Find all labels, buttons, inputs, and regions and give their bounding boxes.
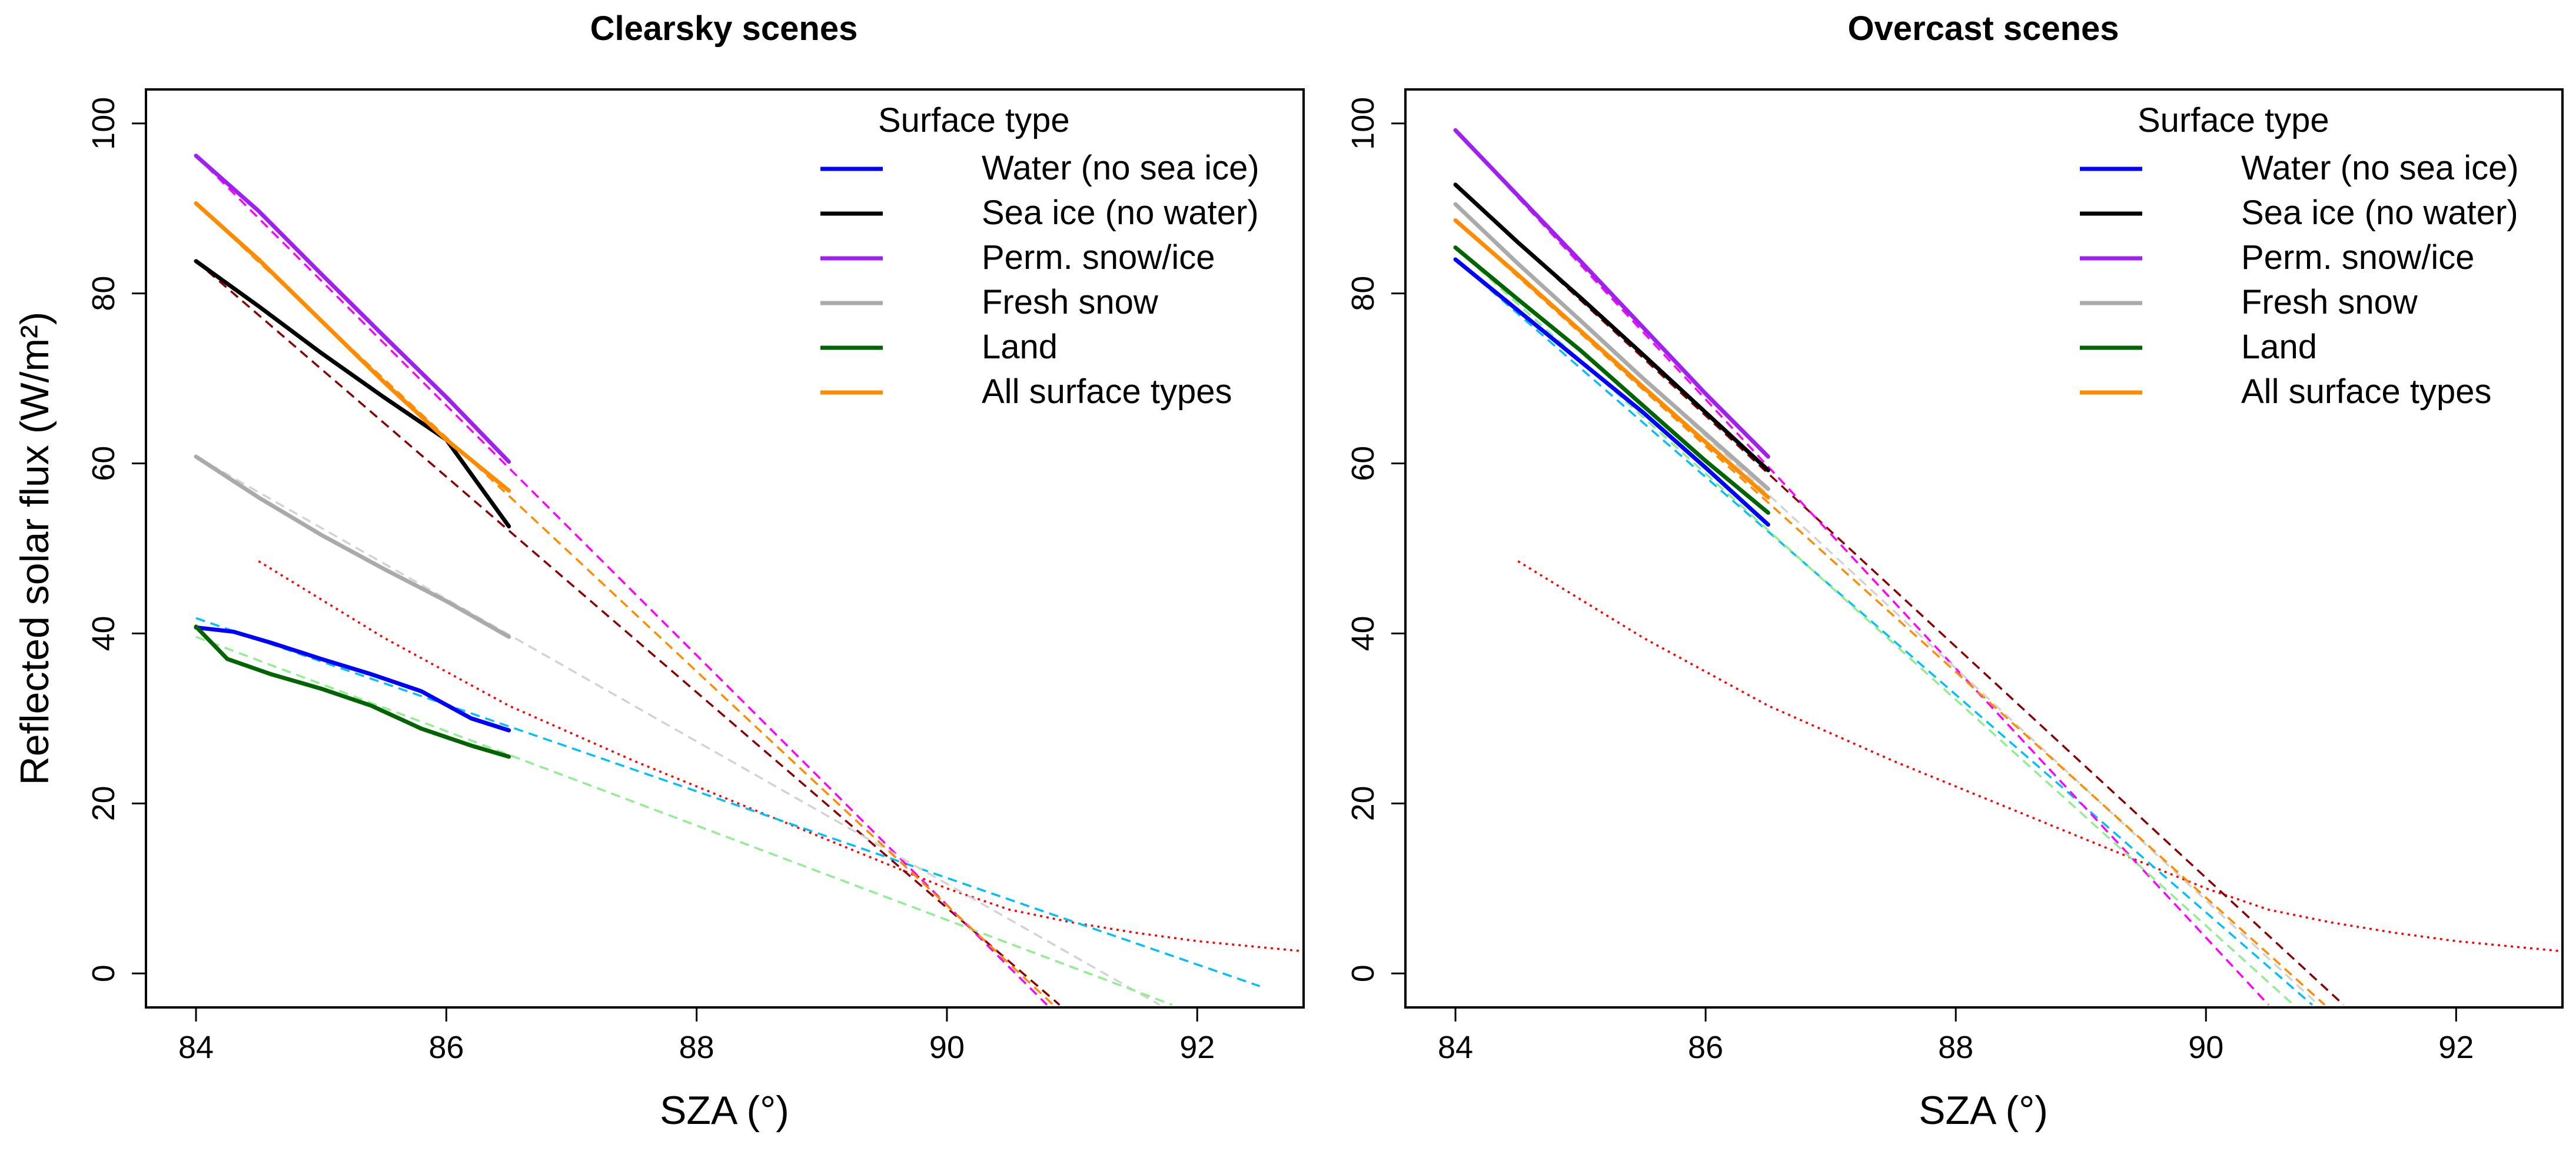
y-tick-label: 100 xyxy=(1345,97,1381,150)
series-line xyxy=(1453,202,1770,491)
panel-clearsky: Clearsky scenes SZA (°) Reflected solar … xyxy=(12,9,1305,1133)
x-tick-label: 84 xyxy=(178,1030,214,1065)
y-tick-label: 20 xyxy=(1345,786,1381,821)
legend-label: Water (no sea ice) xyxy=(982,149,1259,187)
legend-label: Land xyxy=(2241,328,2317,366)
series-line xyxy=(1453,182,1770,473)
x-tick-label: 88 xyxy=(679,1030,714,1065)
legend-label: Fresh snow xyxy=(2241,283,2418,321)
series-line xyxy=(194,625,511,733)
y-axis-label: Reflected solar flux (W/m²) xyxy=(12,312,57,786)
legend-label: Sea ice (no water) xyxy=(2241,194,2518,232)
fit-line xyxy=(195,155,1048,1006)
series-line xyxy=(1453,257,1770,527)
fit-line xyxy=(1454,219,2326,1006)
series-line xyxy=(194,624,511,759)
fit-line xyxy=(195,260,1061,1006)
fit-line xyxy=(195,202,1054,1006)
y-tick-label: 20 xyxy=(86,786,121,821)
y-tick-label: 80 xyxy=(1345,276,1381,311)
y-tick-label: 0 xyxy=(1345,964,1381,982)
legend-label: All surface types xyxy=(982,372,1232,411)
x-tick-label: 92 xyxy=(1179,1030,1215,1065)
y-tick-label: 60 xyxy=(86,446,121,481)
panel-overcast: Overcast scenes SZA (°) 84 86 88 90 92 0 20 40 6… xyxy=(1345,9,2564,1133)
y-tick-label: 60 xyxy=(1345,446,1381,481)
series-line xyxy=(194,454,511,639)
plot-area xyxy=(1453,128,2562,1006)
legend: Surface type Water (no sea ice) Sea ice (… xyxy=(820,101,1259,411)
series-line xyxy=(194,201,511,493)
legend-label: Water (no sea ice) xyxy=(2241,149,2519,187)
x-tick-label: 84 xyxy=(1438,1030,1473,1065)
series-line xyxy=(1453,128,1770,459)
legend-label: Land xyxy=(982,328,1058,366)
x-tick-label: 90 xyxy=(2188,1030,2223,1065)
legend-label: Sea ice (no water) xyxy=(982,194,1259,232)
x-tick-label: 86 xyxy=(428,1030,464,1065)
legend-title: Surface type xyxy=(2138,101,2329,139)
series-line xyxy=(1453,245,1770,515)
y-tick-label: 40 xyxy=(86,616,121,651)
series-line xyxy=(194,259,511,528)
reference-curve xyxy=(258,560,1304,953)
panel-title: Overcast scenes xyxy=(1847,9,2119,48)
axes: 84 86 88 90 92 0 20 40 60 80 100 xyxy=(86,97,1215,1065)
x-axis-label: SZA (°) xyxy=(660,1088,789,1133)
y-tick-label: 0 xyxy=(86,964,121,982)
legend-label: Perm. snow/ice xyxy=(982,238,1215,277)
series-line xyxy=(194,154,511,464)
series-line xyxy=(1453,218,1770,500)
fit-line xyxy=(1454,203,2319,1006)
reference-curve xyxy=(1517,560,2562,953)
legend-label: Fresh snow xyxy=(982,283,1159,321)
legend-title: Surface type xyxy=(878,101,1070,139)
x-tick-label: 90 xyxy=(929,1030,965,1065)
legend-entries: Water (no sea ice) Sea ice (no water) Perm… xyxy=(820,149,1259,411)
fit-line xyxy=(1454,129,2269,1006)
x-axis-label: SZA (°) xyxy=(1919,1088,2048,1133)
axes: 84 86 88 90 92 0 20 40 60 80 100 xyxy=(1345,97,2474,1065)
x-tick-label: 92 xyxy=(2438,1030,2474,1065)
y-tick-label: 40 xyxy=(1345,616,1381,651)
legend-label: Perm. snow/ice xyxy=(2241,238,2474,277)
legend-label: All surface types xyxy=(2241,372,2492,411)
fit-line xyxy=(195,455,1161,1006)
y-tick-label: 80 xyxy=(86,276,121,311)
legend: Surface type Water (no sea ice) Sea ice (… xyxy=(2080,101,2519,411)
fit-line xyxy=(195,617,1261,987)
plot-area xyxy=(194,154,1304,1006)
panel-title: Clearsky scenes xyxy=(590,9,858,48)
fit-line xyxy=(195,636,1173,1006)
y-tick-label: 100 xyxy=(86,97,121,150)
x-tick-label: 86 xyxy=(1688,1030,1723,1065)
x-tick-label: 88 xyxy=(1938,1030,1973,1065)
fit-line xyxy=(1454,258,2314,1006)
legend-entries: Water (no sea ice) Sea ice (no water) Perm… xyxy=(2080,149,2519,411)
